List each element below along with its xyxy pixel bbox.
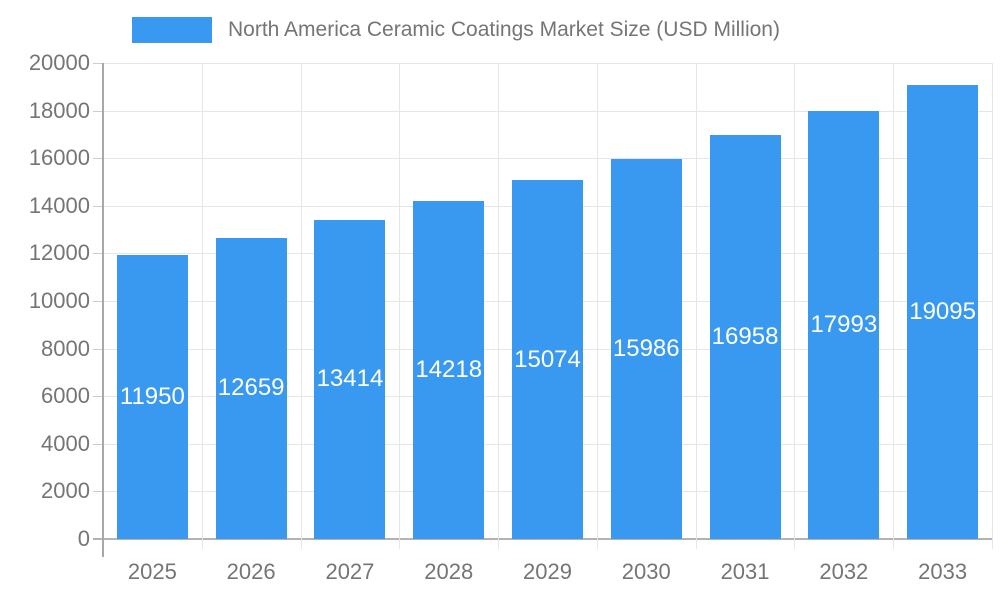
bar[interactable] <box>709 135 781 539</box>
x-axis-label: 2033 <box>918 559 968 584</box>
grid-line-vertical <box>596 63 598 549</box>
legend: North America Ceramic Coatings Market Si… <box>132 17 780 43</box>
bar[interactable] <box>116 254 188 539</box>
y-axis-label: 20000 <box>28 50 90 75</box>
y-axis-tick <box>93 63 103 64</box>
y-axis-label: 2000 <box>41 478 90 504</box>
x-axis-baseline <box>93 538 992 540</box>
y-axis-tick <box>93 491 103 493</box>
y-axis-line <box>102 63 104 557</box>
bar-value-label: 12659 <box>217 374 285 402</box>
bar[interactable] <box>314 219 386 539</box>
grid-line-vertical <box>300 63 302 549</box>
x-axis-label: 2029 <box>523 559 572 584</box>
y-axis-label: 0 <box>77 526 90 551</box>
grid-line-vertical <box>695 63 697 549</box>
legend-swatch <box>132 17 212 43</box>
grid-line-vertical <box>498 63 500 549</box>
y-axis-tick <box>93 443 103 445</box>
bar-value-label: 17993 <box>810 310 878 338</box>
y-axis-tick <box>93 253 103 255</box>
grid-line-vertical <box>893 63 895 549</box>
y-axis-tick <box>93 301 103 302</box>
grid-line-vertical <box>399 63 401 549</box>
bar[interactable] <box>808 110 880 539</box>
x-axis-label: 2028 <box>424 559 474 584</box>
y-axis-label: 6000 <box>41 383 90 409</box>
bar[interactable] <box>610 158 682 539</box>
bar-value-label: 15986 <box>612 334 680 362</box>
grid-line-vertical <box>992 63 993 549</box>
x-axis-label: 2032 <box>819 559 869 584</box>
grid-line-horizontal <box>103 63 992 64</box>
y-axis-tick <box>93 348 103 350</box>
grid-line-vertical <box>794 63 796 549</box>
bar-value-label: 15074 <box>514 345 581 373</box>
grid-line-horizontal <box>103 110 992 112</box>
grid-line-horizontal <box>103 158 992 160</box>
y-axis-label: 8000 <box>41 335 90 361</box>
x-axis-label: 2027 <box>325 559 375 584</box>
y-axis-tick <box>93 396 103 398</box>
x-axis-label: 2031 <box>720 559 770 584</box>
bar[interactable] <box>413 200 485 539</box>
y-axis-label: 12000 <box>28 240 90 266</box>
x-axis-label: 2025 <box>127 559 177 584</box>
grid-line-vertical <box>201 63 203 549</box>
bar-value-label: 19095 <box>909 297 976 325</box>
bar-value-label: 11950 <box>119 382 185 410</box>
bar-value-label: 13414 <box>316 365 384 393</box>
y-axis-tick <box>93 205 103 207</box>
x-axis-label: 2030 <box>621 559 671 584</box>
bar-value-label: 16958 <box>711 323 779 351</box>
legend-label: North America Ceramic Coatings Market Si… <box>228 18 780 41</box>
y-axis-label: 14000 <box>28 192 90 218</box>
y-axis-tick <box>93 110 103 112</box>
y-axis-label: 18000 <box>28 97 90 123</box>
y-axis-tick <box>93 158 103 160</box>
bar-value-label: 14218 <box>415 355 483 383</box>
y-axis-label: 4000 <box>41 430 90 456</box>
x-axis-label: 2026 <box>226 559 276 584</box>
y-axis-label: 10000 <box>28 288 90 313</box>
bar[interactable] <box>215 237 287 539</box>
y-axis-label: 16000 <box>28 145 90 171</box>
bar[interactable] <box>512 180 583 539</box>
bar[interactable] <box>907 84 979 539</box>
